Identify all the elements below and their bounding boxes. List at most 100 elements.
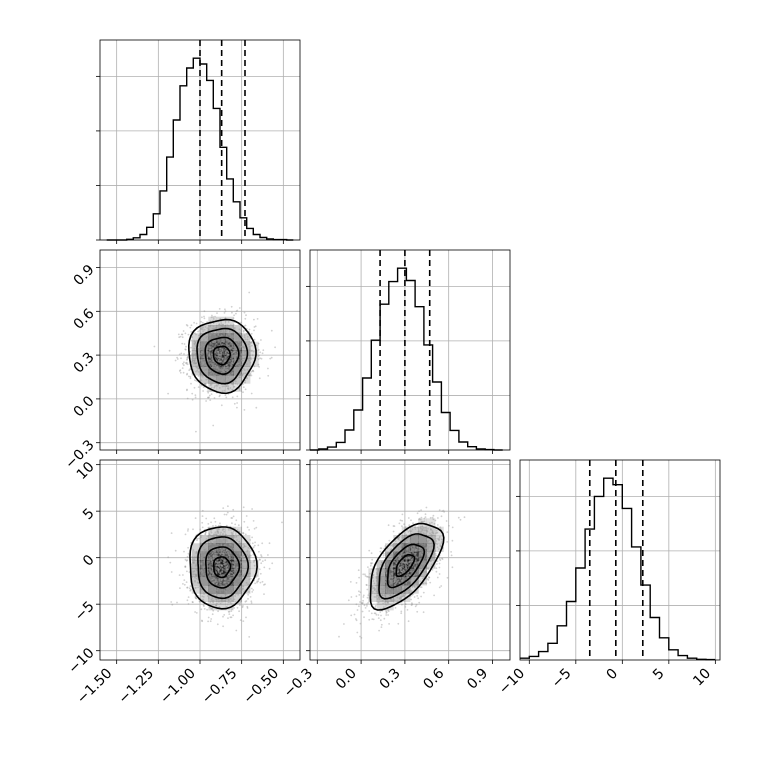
sample-point [420,542,423,545]
sample-point [224,551,227,554]
sample-point [243,311,246,314]
sample-point [374,588,376,591]
sample-point [420,552,423,555]
sample-point [426,541,428,544]
sample-point [231,353,234,355]
sample-point [209,569,212,572]
sample-point [241,350,244,353]
sample-point [235,566,238,569]
density-cell [241,375,251,384]
sample-point [211,539,214,542]
sample-point [428,542,431,545]
sample-point [223,333,226,336]
sample-point [190,358,193,361]
sample-point [242,569,245,572]
sample-point [233,565,236,568]
sample-point [208,543,210,546]
density-cell [225,383,234,392]
x-tick-label: 10 [690,666,714,690]
sample-point [194,580,196,583]
sample-point [236,354,238,357]
sample-point [224,562,226,565]
sample-point [422,532,425,535]
sample-point [213,555,215,557]
sample-point [245,616,247,619]
sample-point [170,601,173,603]
sample-point [411,585,414,588]
sample-point [423,544,426,546]
sample-point [402,594,405,597]
sample-point [409,570,412,573]
sample-point [244,572,246,575]
sample-point [424,529,426,532]
density-cell [200,366,209,376]
sample-point [225,334,228,337]
sample-point [216,531,219,533]
sample-point [428,551,430,554]
sample-point [404,553,407,556]
sample-point [408,584,410,586]
sample-point [389,598,392,601]
sample-point [387,564,390,567]
sample-point [232,334,235,337]
sample-point [244,338,247,341]
sample-point [394,550,397,553]
sample-point [413,540,416,543]
sample-point [423,538,426,540]
sample-point [215,327,218,330]
sample-point [398,558,400,561]
sample-point [209,357,212,359]
sample-point [215,352,218,355]
sample-point [219,329,222,332]
sample-point [419,518,422,521]
sample-point [242,585,244,588]
sample-point [246,363,248,365]
sample-point [240,365,242,367]
sample-point [414,567,417,570]
sample-point [223,559,226,562]
sample-point [392,575,394,578]
sample-point [194,396,197,399]
sample-point [219,318,222,320]
sample-point [229,334,232,337]
sample-point [210,561,213,564]
sample-point [402,569,405,572]
sample-point [231,335,233,337]
contour-line [378,533,435,600]
sample-point [202,580,205,582]
sample-point [220,574,223,577]
sample-point [368,576,370,579]
sample-point [212,424,215,427]
sample-point [395,592,398,594]
sample-point [237,534,240,537]
density-cell [208,383,217,392]
sample-point [236,529,239,531]
sample-point [210,348,212,350]
sample-point [229,576,232,578]
sample-point [415,541,417,544]
sample-point [222,376,225,379]
sample-point [219,540,222,543]
sample-point [416,546,419,549]
sample-point [205,538,208,540]
sample-point [391,565,394,568]
sample-point [392,571,394,574]
sample-point [223,578,226,581]
sample-point [188,369,191,372]
sample-point [236,366,239,369]
sample-point [210,543,212,546]
sample-point [231,575,234,577]
sample-point [211,332,214,335]
sample-point [267,554,269,556]
sample-point [204,533,207,535]
sample-point [390,567,392,569]
sample-point [416,512,419,515]
sample-point [219,352,222,355]
sample-point [219,353,222,356]
sample-point [414,547,416,550]
sample-point [220,369,223,371]
sample-point [380,580,383,583]
sample-point [384,578,386,581]
sample-point [213,577,215,580]
sample-point [361,602,364,605]
